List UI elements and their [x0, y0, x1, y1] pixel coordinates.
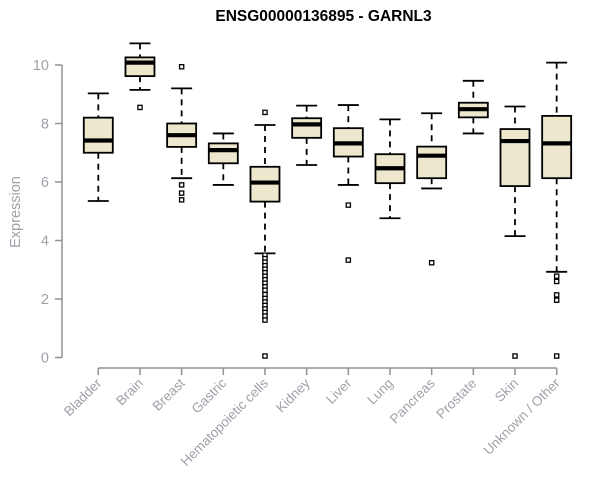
outlier-point: [137, 104, 143, 111]
x-tick-label: Brain: [113, 376, 146, 409]
outlier-point: [178, 64, 185, 70]
x-tick-label: Pancreas: [387, 375, 438, 426]
outlier-point: [262, 109, 268, 116]
outlier-point: [345, 202, 352, 208]
y-tick-label: 0: [41, 351, 49, 367]
iqr-box: [207, 142, 239, 165]
outlier-point: [262, 287, 268, 293]
outlier-point: [553, 292, 560, 298]
outlier-point: [553, 278, 560, 285]
outlier-point: [178, 182, 185, 188]
y-tick-label: 2: [41, 292, 49, 308]
x-tick-label: Kidney: [273, 375, 313, 415]
chart-title: ENSG00000136895 - GARNL3: [215, 8, 432, 25]
x-tick-label: Lung: [364, 376, 396, 408]
iqr-box: [499, 128, 531, 187]
iqr-box: [82, 116, 114, 154]
outlier-point: [262, 317, 268, 323]
x-tick-label: Skin: [492, 376, 521, 405]
x-tick-label: Unknown / Other: [481, 375, 564, 458]
outlier-point: [178, 190, 185, 196]
x-tick-label: Breast: [150, 375, 188, 413]
outlier-point: [553, 273, 560, 279]
outlier-point: [345, 257, 352, 263]
iqr-box: [541, 114, 573, 180]
iqr-box: [124, 56, 156, 78]
y-tick-label: 6: [41, 175, 49, 191]
outlier-point: [553, 353, 560, 359]
outlier-point: [262, 353, 268, 359]
y-tick-label: 8: [41, 117, 49, 133]
outlier-point: [553, 297, 560, 303]
outlier-point: [178, 197, 185, 203]
x-tick-label: Gastric: [189, 375, 230, 416]
y-tick-label: 10: [33, 58, 49, 74]
x-tick-label: Liver: [323, 375, 355, 407]
outlier-point: [428, 259, 435, 266]
iqr-box: [291, 117, 323, 139]
x-tick-label: Prostate: [433, 376, 479, 422]
x-tick-label: Bladder: [61, 375, 105, 419]
outlier-point: [512, 353, 518, 359]
y-tick-label: 4: [41, 234, 49, 250]
iqr-box: [416, 145, 448, 180]
